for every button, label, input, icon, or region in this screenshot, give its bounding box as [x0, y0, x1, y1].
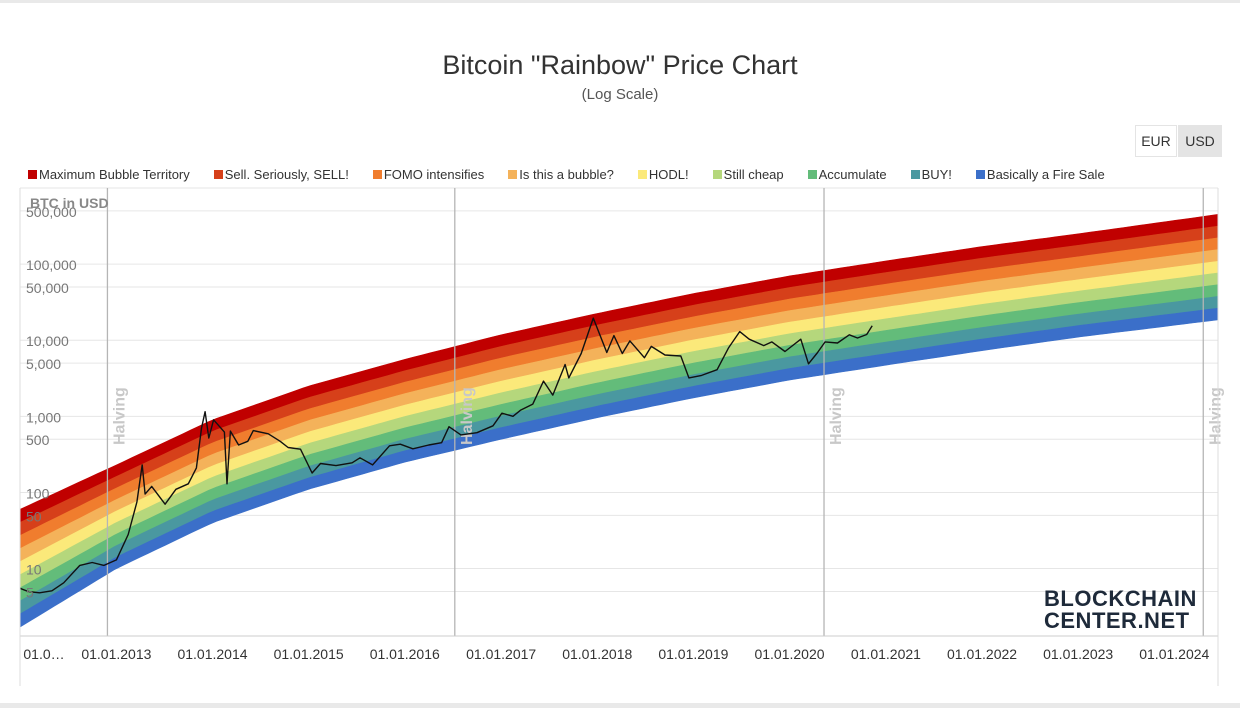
legend-swatch [637, 169, 647, 179]
legend-item[interactable]: HODL! [637, 165, 689, 183]
legend-swatch [975, 169, 985, 179]
legend-item[interactable]: Accumulate [807, 165, 887, 183]
legend-label: HODL! [648, 166, 689, 182]
bottom-frame-border [0, 703, 1240, 708]
halving-label: Halving [459, 387, 476, 445]
legend-swatch [28, 169, 37, 179]
x-tick-label: 01.01.2023 [1043, 646, 1113, 662]
legend-label: FOMO intensifies [383, 166, 485, 182]
legend-swatch [807, 169, 817, 179]
legend-swatch [712, 169, 722, 179]
x-tick-label: 01.01.2019 [658, 646, 728, 662]
y-tick-label: 100,000 [26, 257, 77, 273]
legend-label: Basically a Fire Sale [986, 166, 1105, 182]
legend-swatch [213, 169, 223, 179]
legend-item[interactable]: FOMO intensifies [372, 165, 485, 183]
legend-label: Sell. Seriously, SELL! [224, 166, 349, 182]
top-frame-border [0, 0, 1240, 3]
x-tick-label: 01.01.2024 [1139, 646, 1209, 662]
halving-label: Halving [828, 387, 845, 445]
blockchaincenter-logo: BLOCKCHAIN CENTER.NET [1044, 588, 1197, 632]
legend-item[interactable]: Still cheap [712, 165, 784, 183]
halving-label: Halving [1207, 387, 1224, 445]
y-tick-label: 100 [26, 485, 50, 501]
currency-usd-button[interactable]: USD [1178, 125, 1222, 157]
x-tick-label: 01.01.2015 [274, 646, 344, 662]
x-tick-label: 01.01.2021 [851, 646, 921, 662]
legend-label: Is this a bubble? [519, 166, 614, 182]
y-axis-title: BTC in USD [30, 195, 109, 211]
legend-item[interactable]: Maximum Bubble Territory [28, 165, 190, 183]
logo-line-1: BLOCKCHAIN [1044, 586, 1197, 611]
chart-subtitle: (Log Scale) [581, 86, 659, 103]
y-tick-label: 1,000 [26, 409, 61, 425]
y-tick-label: 5 [26, 584, 34, 600]
legend-item[interactable]: Sell. Seriously, SELL! [213, 165, 349, 183]
halving-label: Halving [111, 387, 128, 445]
y-tick-label: 5,000 [26, 356, 61, 372]
y-tick-label: 500,000 [26, 204, 77, 220]
currency-eur-button[interactable]: EUR [1135, 125, 1177, 157]
x-tick-label: 01.01.2013 [81, 646, 151, 662]
legend-swatch [372, 169, 382, 179]
x-tick-label: 01.0… [23, 646, 64, 662]
logo-line-2: CENTER.NET [1044, 608, 1190, 633]
x-tick-label: 01.01.2020 [754, 646, 824, 662]
y-tick-label: 10,000 [26, 333, 69, 349]
legend-item[interactable]: BUY! [910, 165, 952, 183]
x-tick-label: 01.01.2014 [177, 646, 247, 662]
legend-label: Accumulate [818, 166, 887, 182]
chart-legend: Maximum Bubble Territory Sell. Seriously,… [28, 165, 1129, 183]
legend-swatch [508, 169, 518, 179]
legend-label: Maximum Bubble Territory [39, 166, 190, 182]
y-tick-label: 50,000 [26, 280, 69, 296]
x-tick-label: 01.01.2017 [466, 646, 536, 662]
legend-item[interactable]: Basically a Fire Sale [975, 165, 1105, 183]
chart-title: Bitcoin "Rainbow" Price Chart [442, 50, 798, 80]
x-tick-label: 01.01.2016 [370, 646, 440, 662]
x-tick-label: 01.01.2022 [947, 646, 1017, 662]
legend-label: Still cheap [723, 166, 784, 182]
y-tick-label: 10 [26, 562, 42, 578]
y-tick-label: 500 [26, 432, 50, 448]
y-tick-label: 50 [26, 508, 42, 524]
btc-price-line [19, 317, 873, 594]
x-tick-label: 01.01.2018 [562, 646, 632, 662]
legend-label: BUY! [921, 166, 952, 182]
legend-item[interactable]: Is this a bubble? [508, 165, 614, 183]
legend-swatch [910, 169, 920, 179]
